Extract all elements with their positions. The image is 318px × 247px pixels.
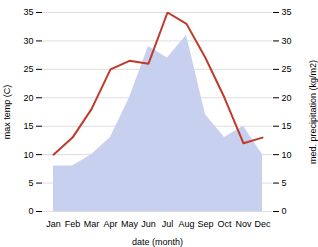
svg-text:20: 20 — [23, 93, 33, 103]
svg-text:Jun: Jun — [141, 219, 156, 229]
svg-text:5: 5 — [28, 178, 33, 188]
svg-text:15: 15 — [23, 121, 33, 131]
svg-text:Feb: Feb — [65, 219, 81, 229]
svg-text:25: 25 — [23, 64, 33, 74]
svg-text:Mar: Mar — [84, 219, 100, 229]
svg-text:10: 10 — [23, 150, 33, 160]
svg-text:35: 35 — [282, 7, 292, 17]
svg-text:20: 20 — [282, 93, 292, 103]
svg-text:35: 35 — [23, 7, 33, 17]
svg-text:Nov: Nov — [235, 219, 252, 229]
svg-text:Apr: Apr — [103, 219, 117, 229]
svg-text:10: 10 — [282, 150, 292, 160]
svg-text:Aug: Aug — [178, 219, 194, 229]
svg-text:med. precipitation (kg/m2): med. precipitation (kg/m2) — [308, 60, 318, 164]
svg-text:May: May — [121, 219, 139, 229]
svg-text:Jan: Jan — [46, 219, 61, 229]
svg-text:Oct: Oct — [217, 219, 232, 229]
svg-text:25: 25 — [282, 64, 292, 74]
svg-text:Sep: Sep — [197, 219, 213, 229]
svg-text:max temp (C): max temp (C) — [2, 85, 12, 140]
svg-text:5: 5 — [282, 178, 287, 188]
svg-text:date (month): date (month) — [132, 237, 183, 247]
svg-text:30: 30 — [23, 36, 33, 46]
svg-text:Jul: Jul — [162, 219, 174, 229]
svg-text:Dec: Dec — [254, 219, 271, 229]
svg-text:0: 0 — [28, 206, 33, 216]
svg-text:30: 30 — [282, 36, 292, 46]
svg-text:15: 15 — [282, 121, 292, 131]
svg-text:0: 0 — [282, 206, 287, 216]
